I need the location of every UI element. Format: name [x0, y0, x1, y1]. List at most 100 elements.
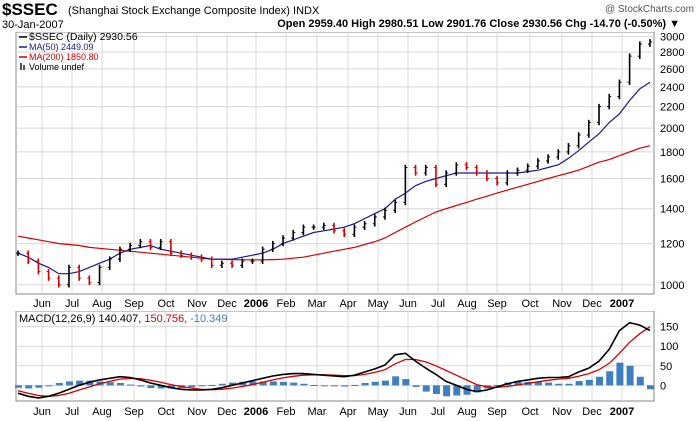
macd-histogram-bar — [116, 383, 124, 386]
x-tick-label: 2006 — [244, 406, 268, 418]
macd-histogram-bar — [351, 384, 359, 386]
macd-histogram-bar — [229, 382, 237, 386]
x-tick-label: Dec — [217, 406, 237, 418]
x-tick-label: Oct — [521, 298, 538, 310]
y-tick-label: 2000 — [660, 123, 684, 135]
macd-histogram-bar — [86, 380, 94, 386]
macd-histogram-bar — [443, 385, 451, 397]
y-tick-label: 3000 — [660, 32, 684, 43]
x-tick-label: Sep — [487, 406, 507, 418]
macd-histogram-bar — [55, 383, 63, 386]
macd-histogram-bar — [626, 365, 634, 386]
y-tick-label: 1000 — [660, 280, 684, 292]
macd-histogram-bar — [534, 381, 542, 386]
macd-histogram-bar — [606, 371, 614, 386]
x-tick-label: Apr — [339, 406, 356, 418]
macd-histogram-bar — [647, 385, 654, 390]
x-tick-label: Jun — [33, 298, 51, 310]
y-tick-label: 2200 — [660, 102, 684, 114]
x-tick-label: Jul — [65, 406, 79, 418]
x-tick-label: Sep — [124, 406, 144, 418]
y-tick-label: 2400 — [660, 82, 684, 94]
price-chart: 1000 1200 1400 1600 1800 2000 2200 2400 2600 2800… — [15, 32, 684, 310]
macd-histogram-bar — [473, 385, 481, 393]
x-tick-label: Sep — [487, 298, 507, 310]
x-tick-label: May — [368, 298, 389, 310]
macd-histogram-bar — [300, 383, 308, 386]
y-tick-label: 100 — [660, 341, 678, 353]
y-tick-label: 50 — [660, 361, 672, 373]
macd-histogram-bar — [422, 385, 430, 392]
ma200-line — [17, 145, 651, 261]
macd-histogram-bar — [208, 384, 216, 386]
x-tick-label: Dec — [582, 406, 602, 418]
macd-histogram-bar — [76, 380, 84, 386]
macd-histogram-bar — [361, 383, 369, 386]
x-tick-label: 2007 — [610, 298, 634, 310]
macd-legend-macd: 140.407, — [95, 313, 141, 325]
macd-line — [17, 321, 651, 399]
y-tick-label: 2600 — [660, 64, 684, 76]
macd-histogram-bar — [636, 376, 644, 386]
macd-histogram-bar — [167, 385, 175, 389]
x-tick-label: Aug — [92, 406, 112, 418]
macd-histogram-bar — [402, 379, 410, 386]
x-tick-label: Apr — [339, 298, 356, 310]
macd-histogram-bar — [494, 384, 502, 386]
x-tick-label: Feb — [277, 406, 296, 418]
legend-label-price: $SSEC (Daily) 2930.56 — [29, 32, 138, 43]
macd-histogram-bar — [249, 381, 257, 386]
legend-swatch — [23, 65, 25, 70]
brand-watermark: @ StockCharts.com — [604, 4, 694, 15]
x-tick-label: 2006 — [244, 298, 268, 310]
quote-date: 30-Jan-2007 — [2, 19, 64, 31]
x-tick-label: Jul — [431, 406, 445, 418]
macd-histogram-bar — [514, 381, 522, 386]
x-tick-label: Sep — [124, 298, 144, 310]
legend-label-volume: Volume undef — [29, 62, 85, 72]
x-tick-label: Jun — [399, 406, 417, 418]
y-tick-label: 1200 — [660, 239, 684, 251]
macd-legend-signal: 150.756, — [141, 313, 187, 325]
x-tick-label: Nov — [552, 298, 572, 310]
macd-histogram-bar — [596, 376, 604, 386]
x-tick-label: Oct — [521, 406, 538, 418]
x-tick-label: Dec — [582, 298, 602, 310]
macd-histogram-bar — [331, 385, 338, 387]
y-tick-label: 1400 — [660, 204, 684, 216]
macd-histogram-bar — [25, 385, 33, 389]
chart-header: $SSEC (Shanghai Stock Exchange Composite… — [0, 0, 700, 34]
macd-histogram-bar — [188, 385, 196, 388]
macd-histogram-bar — [147, 385, 155, 389]
macd-legend-macd: MACD(12,26,9) — [19, 313, 95, 325]
macd-histogram-bar — [381, 380, 389, 386]
macd-histogram-bar — [65, 381, 73, 386]
symbol-title: $SSEC — [2, 0, 58, 19]
x-tick-label: Jul — [431, 298, 445, 310]
macd-histogram-bar — [269, 381, 277, 386]
macd-histogram-bar — [341, 385, 349, 387]
macd-histogram-bar — [585, 379, 593, 386]
macd-histogram-bar — [290, 382, 298, 386]
macd-histogram-bar — [137, 385, 145, 387]
x-tick-label: Dec — [217, 298, 237, 310]
macd-histogram-bar — [320, 385, 328, 387]
macd-histogram-bar — [127, 384, 135, 386]
macd-histogram-bar — [565, 383, 573, 386]
x-tick-label: Mar — [308, 406, 327, 418]
macd-histogram-bar — [432, 385, 440, 394]
x-tick-label: Nov — [552, 406, 572, 418]
macd-histogram-bar — [453, 385, 461, 396]
x-tick-label: Jul — [65, 298, 79, 310]
macd-histogram-bar — [310, 384, 318, 386]
macd-legend-hist: -10.349 — [187, 313, 227, 325]
y-tick-label: 150 — [660, 322, 678, 334]
y-tick-label: 2800 — [660, 47, 684, 59]
macd-histogram-bar — [35, 385, 43, 388]
macd-histogram-bar — [45, 385, 53, 387]
x-tick-label: Oct — [157, 298, 174, 310]
quote-summary: Open 2959.40 High 2980.51 Low 2901.76 Cl… — [277, 18, 680, 30]
x-tick-label: Jun — [399, 298, 417, 310]
plot-frame — [15, 32, 655, 295]
macd-histogram-bar — [157, 385, 165, 389]
